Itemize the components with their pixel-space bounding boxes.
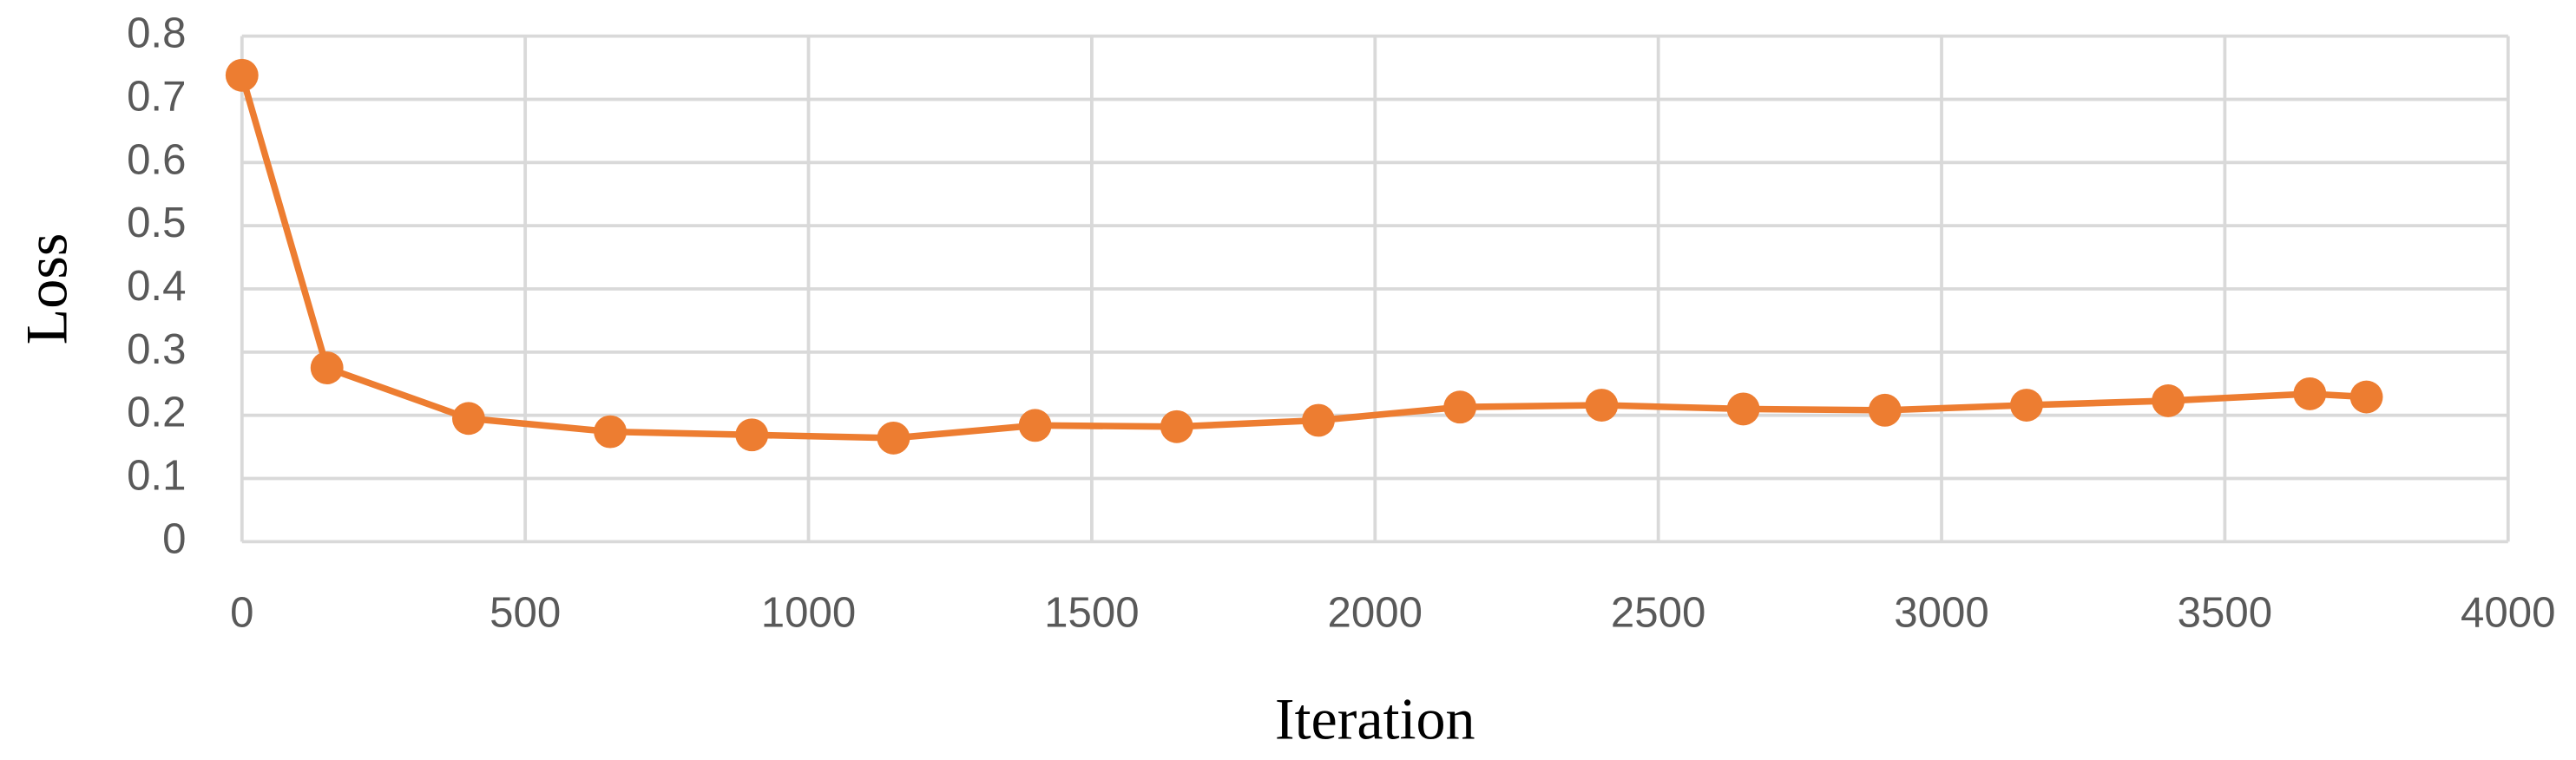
data-point: [451, 402, 485, 436]
series-line: [239, 74, 2367, 442]
data-point: [225, 58, 259, 92]
data-point: [1018, 409, 1052, 442]
data-point: [2010, 389, 2043, 422]
x-tick-label: 1500: [1044, 589, 1139, 637]
y-tick-label: 0.2: [127, 389, 186, 436]
x-tick-label: 4000: [2461, 589, 2555, 637]
data-point: [2349, 380, 2383, 414]
data-point: [1585, 389, 1619, 422]
y-tick-label: 0.5: [127, 199, 186, 246]
data-point: [310, 351, 344, 384]
y-tick-label: 0.8: [127, 10, 186, 57]
data-point: [1868, 393, 1902, 427]
y-tick-label: 0.6: [127, 135, 186, 183]
x-tick-label: 2000: [1328, 589, 1423, 637]
x-tick-label: 0: [230, 589, 253, 637]
y-tick-label: 0.1: [127, 452, 186, 500]
data-point: [735, 418, 769, 452]
data-point: [1302, 403, 1335, 437]
data-point: [594, 415, 627, 449]
x-tick-label: 2500: [1611, 589, 1705, 637]
data-point: [2293, 377, 2327, 410]
data-point: [1160, 409, 1193, 443]
data-point: [877, 421, 910, 455]
x-tick-label: 1000: [761, 589, 856, 637]
y-tick-label: 0.4: [127, 262, 186, 310]
data-point: [1726, 392, 1760, 426]
x-tick-label: 500: [490, 589, 561, 637]
y-tick-label: 0.7: [127, 72, 186, 120]
x-axis-title: Iteration: [1275, 685, 1475, 751]
x-tick-label: 3000: [1894, 589, 1988, 637]
data-point: [1443, 390, 1477, 424]
y-axis-title: Loss: [13, 233, 79, 345]
x-tick-label: 3500: [2178, 589, 2272, 637]
y-tick-label: 0.3: [127, 325, 186, 373]
y-tick-label: 0: [162, 514, 186, 562]
data-point: [2152, 384, 2185, 417]
